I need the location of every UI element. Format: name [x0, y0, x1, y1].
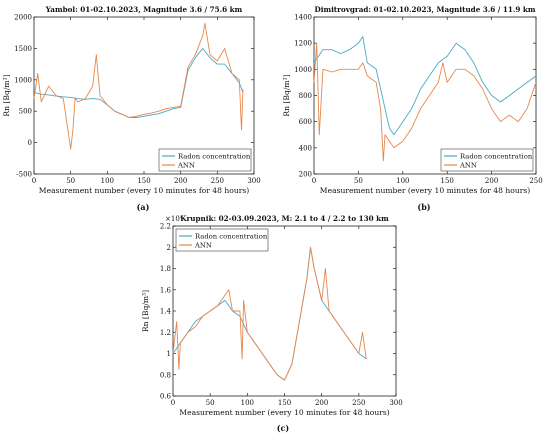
x-tick-label: 50 [354, 177, 363, 185]
y-tick-label: 800 [299, 92, 312, 100]
legend-box [158, 148, 252, 172]
x-axis-label: Measurement number (every 10 minutes for… [39, 186, 249, 195]
y-tick-label: 1.6 [160, 286, 172, 294]
plot-area [172, 225, 397, 397]
y-tick-label: 1400 [294, 14, 312, 22]
x-tick-label: 150 [278, 399, 291, 407]
x-tick-label: 100 [101, 177, 114, 185]
legend-entry: ANN [459, 162, 477, 170]
y-tick-label: 1.2 [160, 329, 171, 337]
legend-entry: Radon concentration [178, 153, 251, 161]
y-tick-label: 0.6 [160, 393, 172, 401]
series-line-radon [313, 36, 537, 136]
series-line-ann [313, 42, 537, 162]
y-axis-label: Rn [Bq/m³] [141, 290, 150, 332]
chart-panel-2: 0 50 100 150 200 250 200 400 600 800 1000 1200 1400D… [282, 5, 543, 212]
y-tick-label: 0.8 [160, 371, 171, 379]
y-tick-label: 2000 [14, 14, 32, 22]
y-tick-label: 600 [299, 118, 312, 126]
x-tick-label: 250 [529, 177, 542, 185]
legend-box [440, 148, 534, 172]
y-tick-label: 200 [299, 171, 312, 179]
y-tick-label: 1000 [294, 66, 312, 74]
x-tick-label: 50 [206, 399, 215, 407]
y-tick-label: 1500 [14, 45, 32, 53]
chart-panel-1: 0 50 100 150 200 250 300-5000500100015002000Ya… [2, 5, 261, 212]
x-tick-label: 0 [171, 399, 175, 407]
y-tick-label: -500 [16, 171, 32, 179]
panel-label: (b) [417, 202, 430, 212]
x-tick-label: 250 [352, 399, 365, 407]
legend-entry: ANN [194, 242, 212, 250]
chart-panel-3: 0 50 100 150 200 250 300 0.6 0.8 1 1.2 1.4 1.6 1.8 2 2.… [141, 214, 403, 433]
y-tick-label: 2 [167, 244, 171, 252]
y-tick-label: 1.8 [160, 265, 171, 273]
y-tick-label: 1.4 [160, 308, 172, 316]
x-tick-label: 200 [315, 399, 328, 407]
y-tick-label: 0 [28, 139, 32, 147]
panel-label: (c) [277, 423, 290, 433]
legend-box [175, 228, 269, 252]
series-line-radon [33, 47, 244, 118]
x-tick-label: 300 [389, 399, 402, 407]
x-tick-label: 200 [485, 177, 498, 185]
x-tick-label: 300 [247, 177, 260, 185]
panel-label: (a) [137, 202, 150, 212]
plot-area [313, 16, 537, 175]
x-tick-label: 200 [174, 177, 187, 185]
x-tick-label: 0 [32, 177, 36, 185]
legend-entry: ANN [177, 162, 195, 170]
x-axis-label: Measurement number (every 10 minutes for… [320, 186, 530, 195]
axis-multiplier: ×10⁴ [165, 215, 183, 223]
legend-entry: Radon concentration [460, 153, 533, 161]
y-tick-label: 500 [19, 108, 32, 116]
x-tick-label: 250 [211, 177, 224, 185]
x-tick-label: 150 [441, 177, 454, 185]
y-tick-label: 1000 [14, 76, 32, 84]
chart-title: Krupnik: 02-03.09.2023, M: 2.1 to 4 / 2.… [180, 214, 389, 223]
x-tick-label: 100 [396, 177, 409, 185]
chart-title: Yambol: 01-02.10.2023, Magnitude 3.6 / 7… [45, 5, 243, 14]
legend-entry: Radon concentration [195, 233, 268, 241]
series-line-ann [172, 246, 367, 381]
y-tick-label: 1 [167, 350, 171, 358]
x-tick-label: 50 [66, 177, 75, 185]
x-axis-label: Measurement number (every 10 minutes for… [179, 408, 389, 417]
chart-title: Dimitrovgrad: 01-02.10.2023, Magnitude 3… [315, 5, 536, 14]
x-tick-label: 0 [312, 177, 316, 185]
y-tick-label: 2.2 [160, 223, 171, 231]
series-line-ann [33, 22, 244, 150]
y-axis-label: Rn [Bq/m³] [282, 74, 291, 116]
y-tick-label: 1200 [294, 40, 312, 48]
x-tick-label: 150 [137, 177, 150, 185]
x-tick-label: 100 [241, 399, 254, 407]
y-tick-label: 400 [299, 144, 312, 152]
y-axis-label: Rn [Bq/m³] [2, 74, 11, 116]
